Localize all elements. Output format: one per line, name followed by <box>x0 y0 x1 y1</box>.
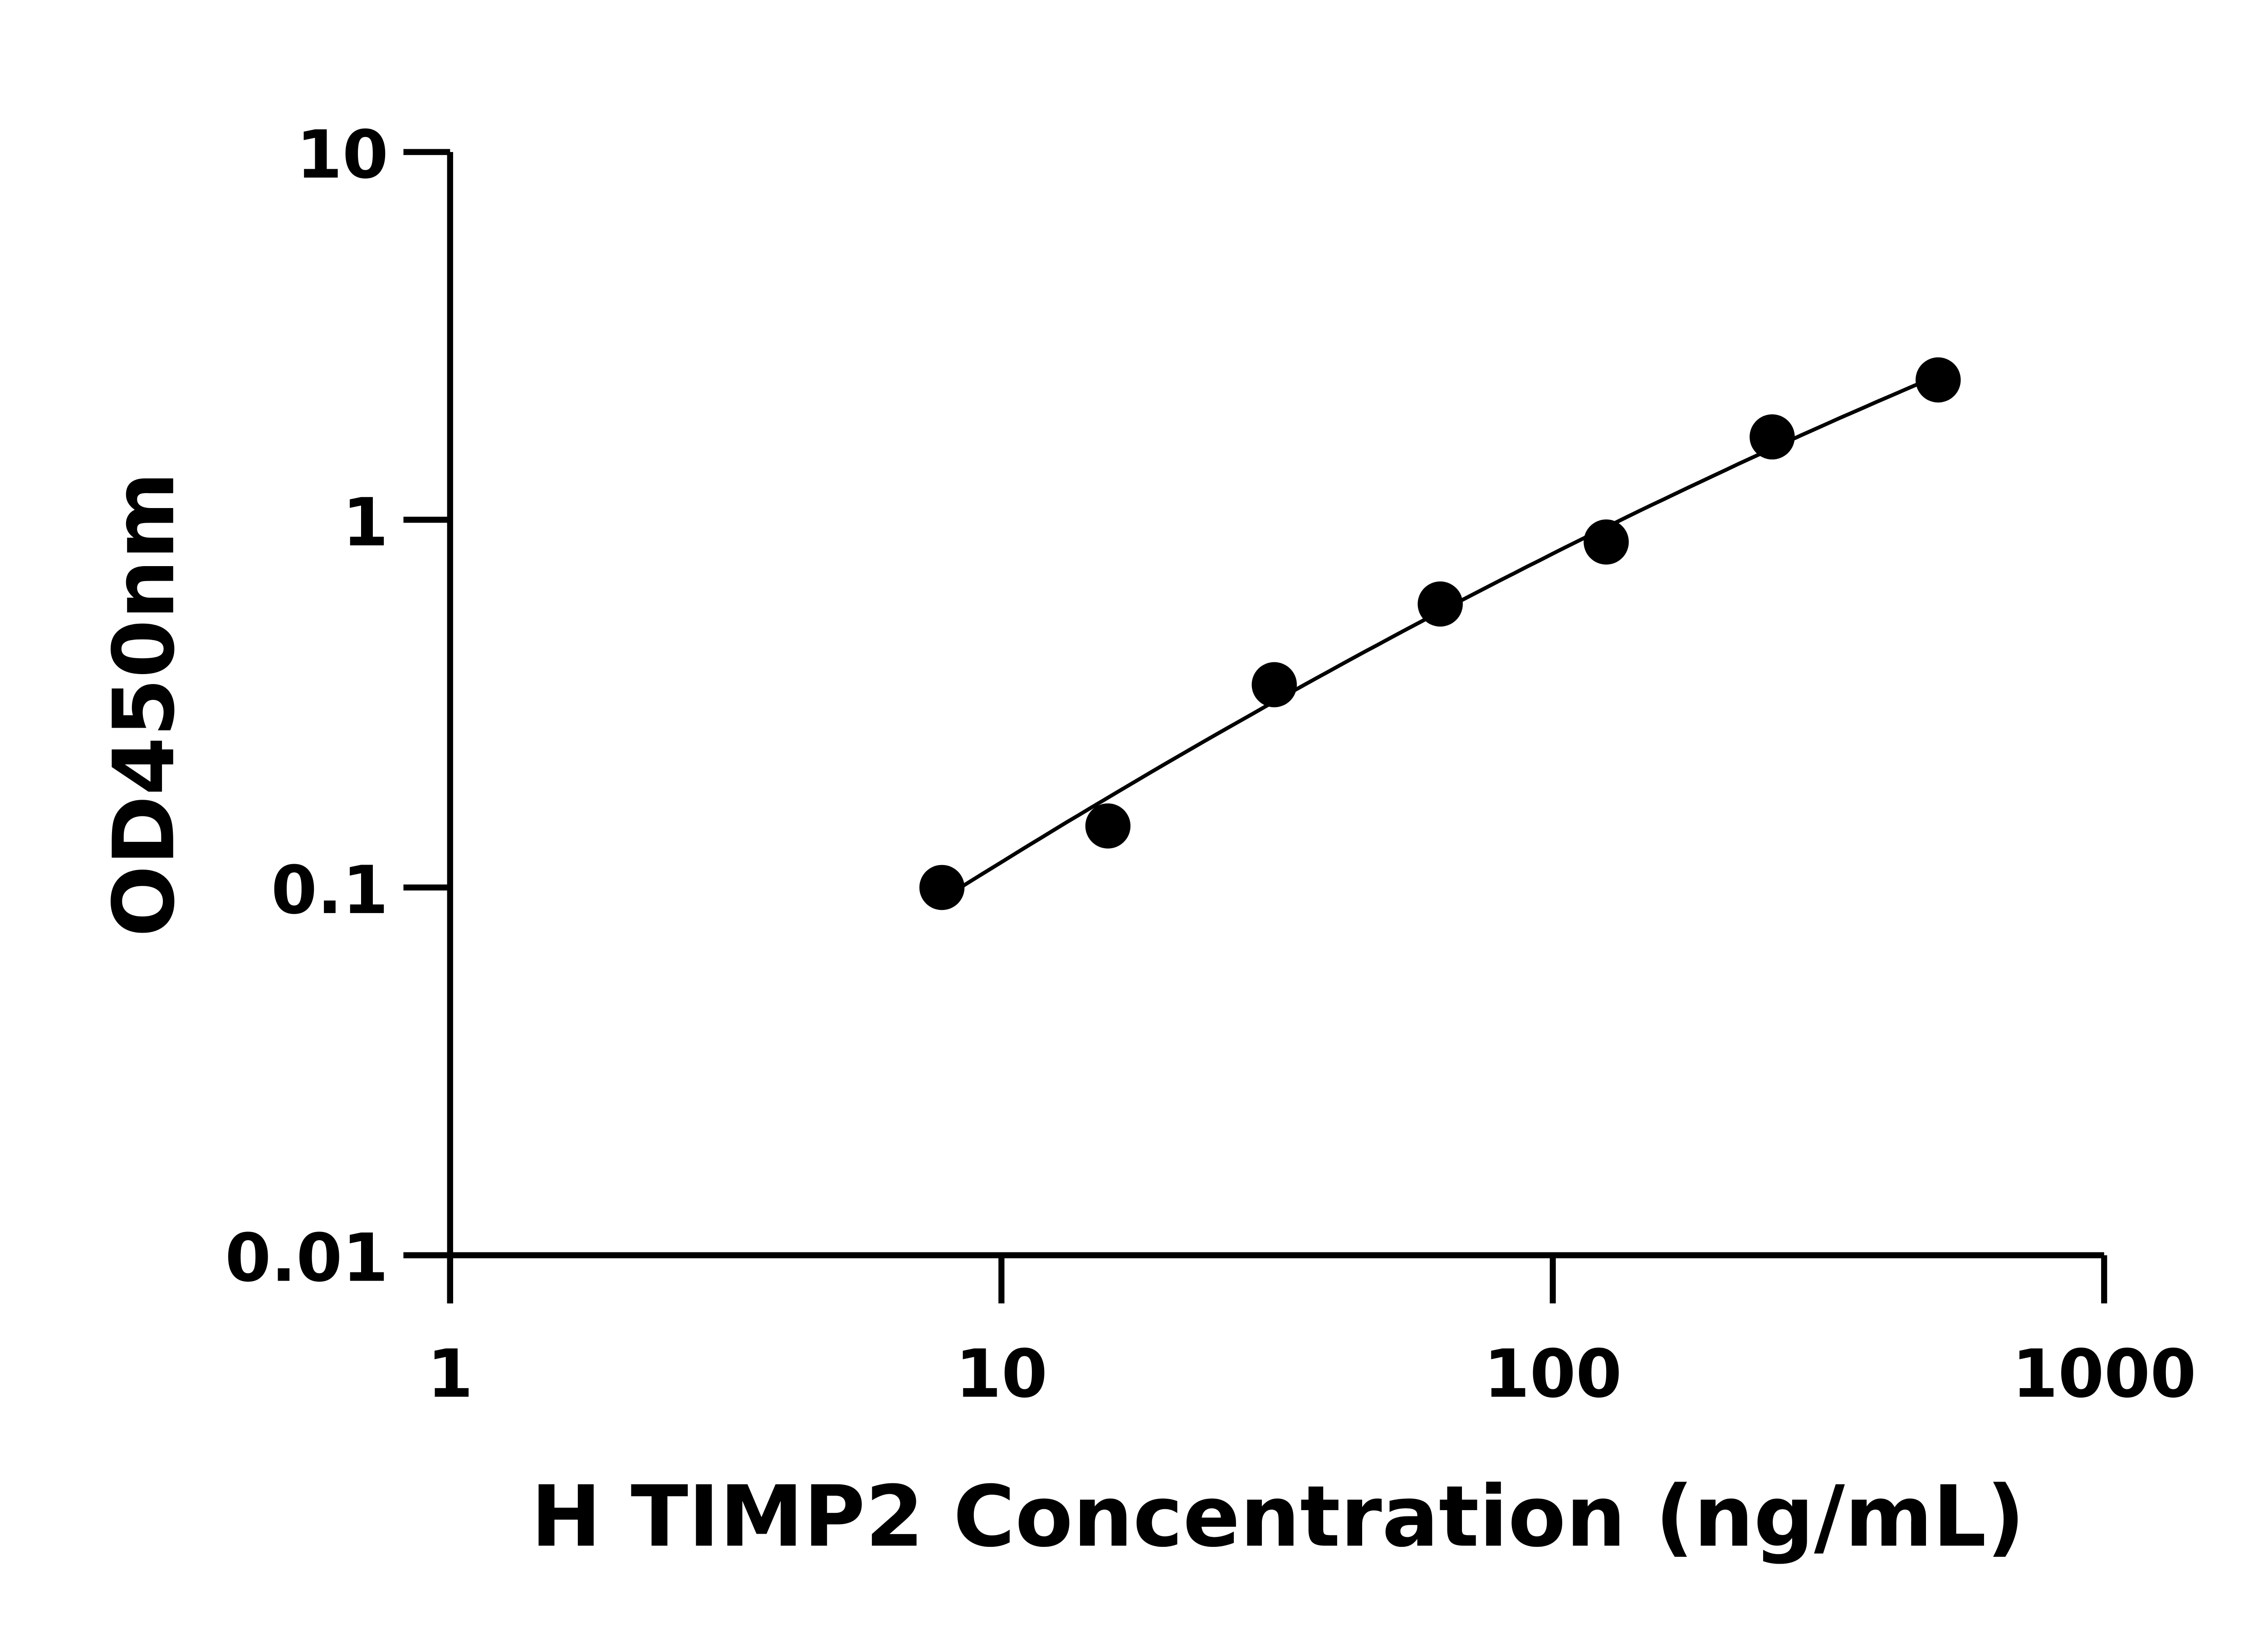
x-tick-label: 1000 <box>2012 1335 2196 1413</box>
data-point <box>1251 662 1297 708</box>
data-point <box>1418 581 1463 627</box>
data-point <box>1085 803 1131 849</box>
x-tick-label: 1 <box>427 1335 473 1413</box>
data-point <box>919 865 965 910</box>
y-tick-label: 10 <box>296 117 388 194</box>
x-tick-label: 10 <box>955 1335 1047 1413</box>
axes <box>403 149 2107 1304</box>
y-axis-title: OD450nm <box>95 472 193 937</box>
x-tick-label: 100 <box>1484 1335 1622 1413</box>
tick-labels: 0.01 0.1 1 10 1 10 100 1000 <box>225 117 2196 1413</box>
x-axis-title: H TIMP2 Concentration (ng/mL) <box>531 1468 2025 1566</box>
y-tick-label: 0.1 <box>271 852 389 929</box>
y-tick-label: 0.01 <box>225 1220 388 1297</box>
data-point <box>1584 519 1629 565</box>
data-point <box>1750 414 1795 460</box>
data-point <box>1916 357 1961 403</box>
data-points <box>919 357 1961 910</box>
y-tick-label: 1 <box>342 484 389 561</box>
